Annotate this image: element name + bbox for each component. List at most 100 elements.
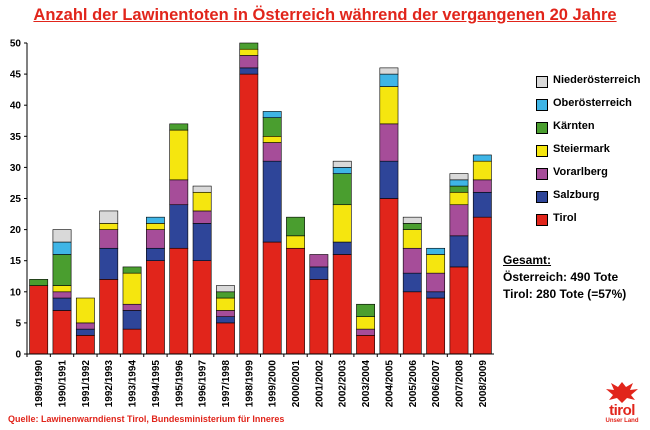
x-tick-label: 1990/1991: [58, 360, 69, 408]
bar-segment: [75, 335, 95, 355]
bar-segment: [99, 229, 119, 249]
chart-title: Anzahl der Lawinentoten in Österreich wä…: [33, 6, 617, 24]
bar-segment: [122, 303, 142, 311]
bar-segment: [122, 328, 142, 355]
bar-segment: [122, 266, 142, 274]
bar-segment: [192, 210, 212, 224]
summary-heading: Gesamt:: [503, 253, 552, 267]
x-tick-label: 2002/2003: [338, 360, 349, 408]
summary-box: Gesamt: Österreich: 490 Tote Tirol: 280 …: [503, 253, 626, 304]
bar-segment: [216, 322, 235, 355]
bar-segment: [286, 247, 305, 355]
bar-segment: [332, 160, 352, 168]
bar-segment: [239, 48, 259, 56]
bar-segment: [169, 179, 189, 206]
bar-segment: [472, 160, 492, 181]
x-tick-label: 1991/1992: [81, 360, 92, 408]
bar-segment: [146, 216, 165, 224]
legend-swatch: [536, 122, 548, 134]
bar-segment: [356, 303, 375, 317]
bar-segment: [309, 266, 329, 280]
x-tick-label: 1993/1994: [128, 360, 139, 408]
bar-segment: [192, 223, 212, 262]
bar-segment: [52, 297, 72, 311]
bar-segment: [309, 279, 329, 355]
bar-segment: [216, 310, 235, 317]
bar-segment: [216, 291, 235, 299]
bar-segment: [449, 235, 469, 268]
bar-segment: [379, 198, 399, 355]
bar-segment: [52, 291, 72, 299]
x-tick-label: 1992/1993: [104, 360, 115, 408]
bar-segment: [379, 67, 399, 75]
bar-segment: [449, 185, 469, 193]
bar-segment: [29, 285, 49, 355]
y-tick-label: 35: [10, 132, 22, 143]
bar-segment: [192, 185, 212, 193]
bar-segment: [262, 117, 282, 137]
x-tick-label: 2004/2005: [384, 360, 395, 408]
bar-segment: [169, 247, 189, 355]
bar-segment: [262, 111, 282, 118]
bar-segment: [426, 254, 446, 274]
bar-segment: [472, 191, 492, 218]
bar-segment: [286, 235, 305, 249]
legend-label: Niederösterreich: [553, 74, 641, 86]
logo-word: tirol: [609, 402, 635, 419]
bar-segment: [426, 291, 446, 299]
bar-segment: [402, 247, 422, 274]
bar-segment: [99, 210, 119, 224]
bar-segment: [379, 73, 399, 87]
bar-segment: [29, 279, 49, 286]
x-tick-label: 2001/2002: [314, 360, 325, 408]
x-tick-label: 1996/1997: [198, 360, 209, 408]
logo-tagline: Unser Land: [605, 418, 639, 424]
bar-segment: [239, 55, 259, 69]
x-tick-label: 2005/2006: [408, 360, 419, 408]
bar-segment: [239, 67, 259, 75]
bar-segment: [472, 154, 492, 162]
legend-label: Salzburg: [553, 189, 600, 201]
bar-segment: [216, 316, 235, 324]
bar-segment: [426, 272, 446, 293]
bar-segment: [262, 142, 282, 162]
legend-label: Vorarlberg: [553, 166, 608, 178]
legend-swatch: [536, 145, 548, 157]
x-tick-label: 2003/2004: [361, 360, 372, 408]
bar-segment: [472, 179, 492, 193]
bar-segment: [52, 254, 72, 286]
x-tick-label: 1997/1998: [221, 360, 232, 408]
y-tick-label: 20: [10, 225, 22, 236]
bar-segment: [122, 272, 142, 305]
y-tick-label: 50: [10, 39, 22, 50]
bar-segment: [192, 260, 212, 355]
source-note: Quelle: Lawinenwarndienst Tirol, Bundesm…: [8, 414, 285, 424]
bar-segment: [379, 123, 399, 162]
y-tick-label: 0: [15, 350, 21, 361]
bar-segment: [379, 86, 399, 125]
y-tick-label: 45: [10, 70, 22, 81]
bar-segment: [75, 328, 95, 336]
bar-segment: [356, 335, 375, 355]
y-tick-label: 30: [10, 163, 22, 174]
bar-segment: [402, 229, 422, 249]
legend-label: Oberösterreich: [553, 97, 632, 109]
bar-segment: [52, 310, 72, 355]
bar-segment: [449, 179, 469, 187]
legend-swatch: [536, 191, 548, 203]
tirol-logo: tirol Unser Land: [603, 380, 641, 426]
bar-segment: [379, 160, 399, 199]
x-tick-label: 2007/2008: [454, 360, 465, 408]
x-tick-label: 1995/1996: [174, 360, 185, 408]
bar-segment: [75, 297, 95, 324]
bar-segment: [99, 223, 119, 230]
y-tick-label: 15: [10, 256, 22, 267]
bar-segment: [402, 272, 422, 293]
eagle-icon: [606, 382, 638, 403]
x-tick-label: 1989/1990: [34, 360, 45, 408]
bar-segment: [216, 285, 235, 293]
bar-segment: [309, 254, 329, 268]
legend-swatch: [536, 214, 548, 226]
bar-segment: [356, 316, 375, 330]
